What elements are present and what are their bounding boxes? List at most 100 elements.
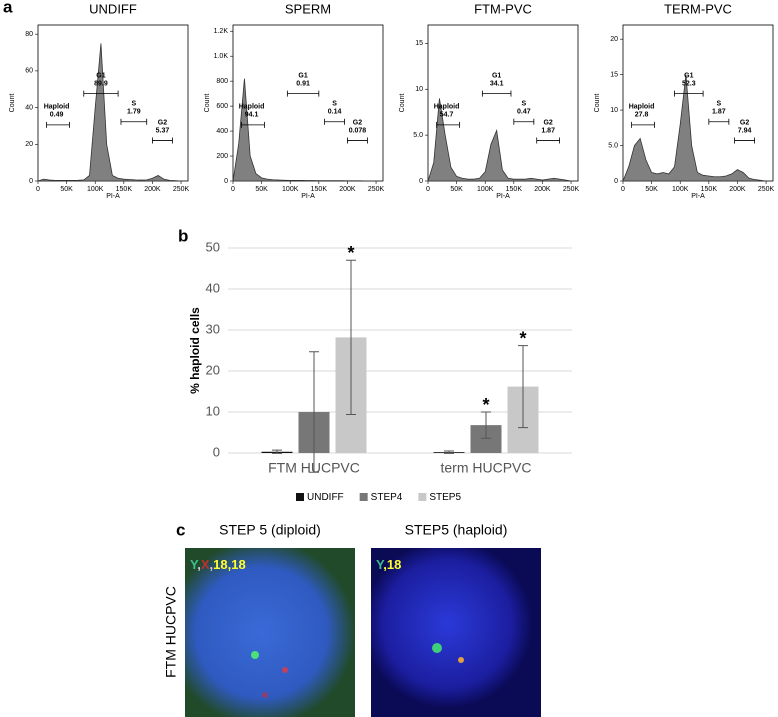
gate: G27.94 xyxy=(734,119,756,144)
y-tick-label: 800 xyxy=(216,78,228,85)
x-tick-label: 0 xyxy=(231,186,235,193)
image-title: STEP5 (haploid) xyxy=(405,522,508,538)
gate-bracket xyxy=(436,121,460,128)
gate-bracket xyxy=(324,118,345,125)
gate-bracket xyxy=(241,121,265,128)
error-bar xyxy=(518,345,528,429)
legend-label: STEP4 xyxy=(371,492,403,503)
gate-value: 1.87 xyxy=(712,109,726,116)
probe-legend: Y,X,18,18 xyxy=(190,557,246,572)
probe-label: , xyxy=(197,557,201,572)
x-tick-label: term HUCPVC xyxy=(440,460,531,476)
gate-bracket xyxy=(120,118,148,125)
gate-name: Haploid xyxy=(239,104,265,111)
histogram xyxy=(232,78,382,182)
x-tick-label: 100K xyxy=(87,186,104,193)
x-tick-label: 250K xyxy=(563,186,580,193)
y-tick-label: 0 xyxy=(224,178,228,185)
x-tick-label: 50K xyxy=(645,186,658,193)
micrograph xyxy=(371,548,541,717)
x-tick-label: 50K xyxy=(450,186,463,193)
gate-value: 0.078 xyxy=(349,127,367,134)
x-tick-label: 250K xyxy=(368,186,385,193)
x-tick-label: 100K xyxy=(282,186,299,193)
gate: S0.14 xyxy=(324,101,345,125)
y-tick-label: 5.0 xyxy=(608,142,618,149)
gate-value: 34.1 xyxy=(490,80,504,87)
x-tick-label: 0 xyxy=(36,186,40,193)
error-bar xyxy=(346,259,356,415)
probe-label: Y xyxy=(190,557,199,572)
x-axis-label: PI-A xyxy=(496,193,510,200)
x-tick-label: 150K xyxy=(116,186,133,193)
chart-title: TERM-PVC xyxy=(664,1,732,16)
y-tick-label: 5.0 xyxy=(413,132,423,139)
gate-value: 52.3 xyxy=(682,80,696,87)
x-tick-label: 200K xyxy=(534,186,551,193)
y-tick-label: 15 xyxy=(415,40,423,47)
probe-label: Y xyxy=(376,557,385,572)
gate-bracket xyxy=(674,90,704,97)
panel-label: c xyxy=(176,520,185,539)
panel-label: b xyxy=(178,226,188,245)
gate: G10.91 xyxy=(286,72,320,97)
gate-name: Haploid xyxy=(629,104,655,111)
y-tick-label: 10 xyxy=(610,107,618,114)
x-axis-label: PI-A xyxy=(106,193,120,200)
y-axis-label: Count xyxy=(594,94,601,113)
gate-bracket xyxy=(631,121,655,128)
legend-label: UNDIFF xyxy=(307,492,344,503)
signal-dot xyxy=(262,692,268,698)
x-tick-label: 200K xyxy=(144,186,161,193)
gate-value: 27.8 xyxy=(635,112,649,119)
gate-name: Haploid xyxy=(44,104,70,111)
chart-title: UNDIFF xyxy=(89,1,137,16)
y-tick-label: 40 xyxy=(206,280,220,295)
gate: G25.37 xyxy=(152,119,173,144)
y-tick-label: 40 xyxy=(25,104,33,111)
probe-legend: Y,18 xyxy=(376,557,401,572)
gate-bracket xyxy=(46,121,70,128)
gate-value: 1.79 xyxy=(127,109,141,116)
gate-bracket xyxy=(708,118,730,125)
gate-name: G1 xyxy=(492,72,501,79)
legend-swatch xyxy=(418,493,427,501)
gate-value: 0.49 xyxy=(50,112,64,119)
gate: S0.47 xyxy=(513,101,535,125)
error-bar xyxy=(272,449,282,454)
gate-value: 5.37 xyxy=(156,127,170,134)
significance-marker: * xyxy=(482,395,489,415)
y-tick-label: 50 xyxy=(206,239,220,254)
x-tick-label: 200K xyxy=(729,186,746,193)
significance-marker: * xyxy=(519,328,526,348)
gate-bracket xyxy=(152,137,173,144)
y-tick-label: 0 xyxy=(419,178,423,185)
gate: G21.87 xyxy=(536,119,561,144)
histogram xyxy=(37,43,187,182)
gate-bracket xyxy=(536,137,561,144)
y-tick-label: 0 xyxy=(213,444,220,459)
x-tick-label: 150K xyxy=(311,186,328,193)
gate-value: 1.87 xyxy=(541,127,555,134)
y-tick-label: 600 xyxy=(216,103,228,110)
y-tick-label: 0 xyxy=(614,178,618,185)
gate: S1.87 xyxy=(708,101,730,125)
chart-title: SPERM xyxy=(285,1,331,16)
y-tick-label: 200 xyxy=(216,153,228,160)
image-title: STEP 5 (diploid) xyxy=(219,522,321,538)
y-axis-label: Count xyxy=(399,94,406,113)
gate-name: Haploid xyxy=(434,104,460,111)
y-axis-label: Count xyxy=(204,94,211,113)
legend-label: STEP5 xyxy=(429,492,461,503)
x-tick-label: 250K xyxy=(173,186,190,193)
legend-swatch xyxy=(296,493,304,501)
gate-bracket xyxy=(83,90,119,97)
legend-swatch xyxy=(359,493,368,501)
gate-name: G1 xyxy=(96,72,105,79)
error-bar xyxy=(444,450,454,454)
y-tick-label: 400 xyxy=(216,128,228,135)
gate-name: G1 xyxy=(298,72,307,79)
gate-bracket xyxy=(513,118,535,125)
